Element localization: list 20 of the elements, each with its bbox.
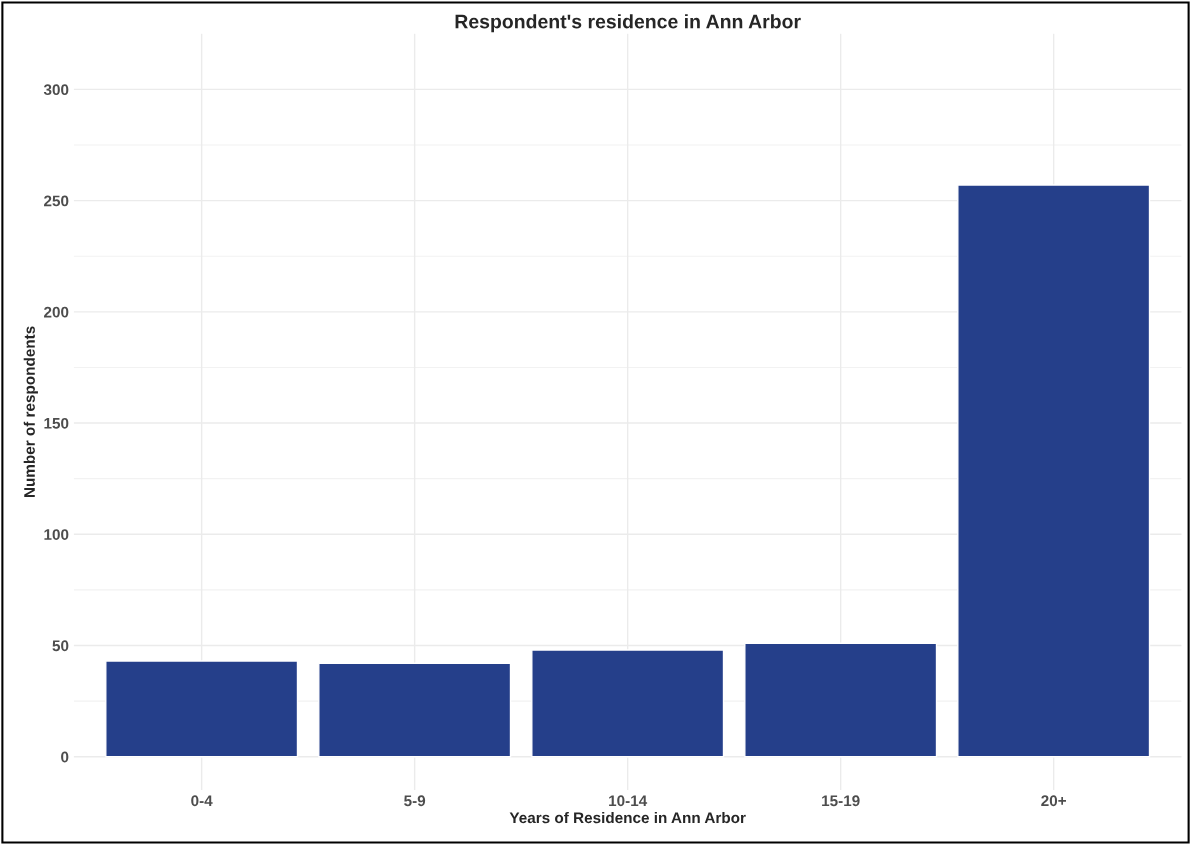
y-tick-label: 0 xyxy=(61,751,69,763)
y-tick-label: 50 xyxy=(52,640,69,652)
x-tick-label: 20+ xyxy=(1041,795,1067,807)
bar xyxy=(744,642,938,758)
bar xyxy=(531,649,725,758)
y-tick-label: 100 xyxy=(44,529,69,540)
bar xyxy=(957,184,1151,758)
chart-title: Respondent's residence in Ann Arbor xyxy=(455,14,801,33)
y-tick-label: 200 xyxy=(44,306,69,318)
x-tick-label: 0-4 xyxy=(191,795,213,807)
y-tick-label: 150 xyxy=(44,417,69,429)
x-axis-title: Years of Residence in Ann Arbor xyxy=(509,811,746,824)
bar xyxy=(318,662,512,758)
y-tick-label: 300 xyxy=(43,84,69,96)
x-tick-label: 15-19 xyxy=(822,795,860,807)
bar xyxy=(105,660,299,758)
x-tick-label: 10-14 xyxy=(609,795,648,807)
y-tick-label: 250 xyxy=(44,195,69,207)
x-tick-label: 5-9 xyxy=(404,795,426,807)
y-axis-title: Number of respondents xyxy=(23,326,38,498)
